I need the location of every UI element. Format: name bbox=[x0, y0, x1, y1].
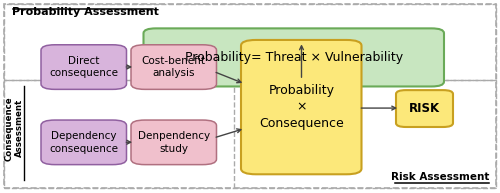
Text: Probability Assessment: Probability Assessment bbox=[12, 7, 160, 17]
Text: Denpendency
study: Denpendency study bbox=[138, 131, 210, 154]
Text: Consequence
Assessment: Consequence Assessment bbox=[4, 96, 24, 161]
FancyBboxPatch shape bbox=[131, 45, 216, 89]
Text: RISK: RISK bbox=[409, 102, 440, 115]
Text: Risk Assessment: Risk Assessment bbox=[390, 172, 489, 182]
FancyBboxPatch shape bbox=[131, 120, 216, 165]
FancyBboxPatch shape bbox=[144, 28, 444, 86]
Text: Cost-benefit
analysis: Cost-benefit analysis bbox=[142, 56, 206, 79]
Text: Probability= Threat × Vulnerability: Probability= Threat × Vulnerability bbox=[184, 51, 403, 64]
Text: Direct
consequence: Direct consequence bbox=[49, 56, 118, 79]
Text: Probability
×
Consequence: Probability × Consequence bbox=[259, 84, 344, 130]
FancyBboxPatch shape bbox=[41, 120, 126, 165]
FancyBboxPatch shape bbox=[396, 90, 453, 127]
Text: Dependency
consequence: Dependency consequence bbox=[49, 131, 118, 154]
FancyBboxPatch shape bbox=[41, 45, 126, 89]
FancyBboxPatch shape bbox=[241, 40, 362, 174]
